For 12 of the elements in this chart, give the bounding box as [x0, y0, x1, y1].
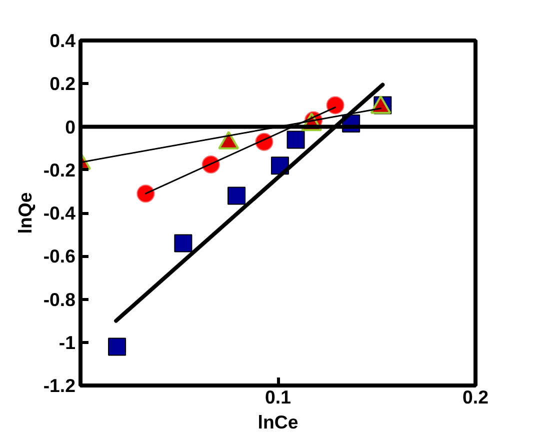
y-tick-label: -1	[58, 332, 76, 353]
y-tick-label: -0.8	[43, 288, 76, 310]
y-tick-label: -1.2	[43, 375, 76, 396]
y-tick-label: 0	[65, 116, 76, 138]
x-axis-title: lnCe	[258, 412, 298, 432]
y-tick-label: -0.4	[43, 202, 76, 224]
y-tick-label: 0.2	[50, 73, 76, 94]
y-tick-label: -0.6	[43, 246, 76, 267]
x-tick-label: 0.1	[265, 386, 291, 408]
y-tick-label: -0.2	[43, 159, 76, 180]
y-axis-title: lnQe	[14, 192, 36, 234]
y-tick-label: 0.4	[50, 30, 76, 51]
